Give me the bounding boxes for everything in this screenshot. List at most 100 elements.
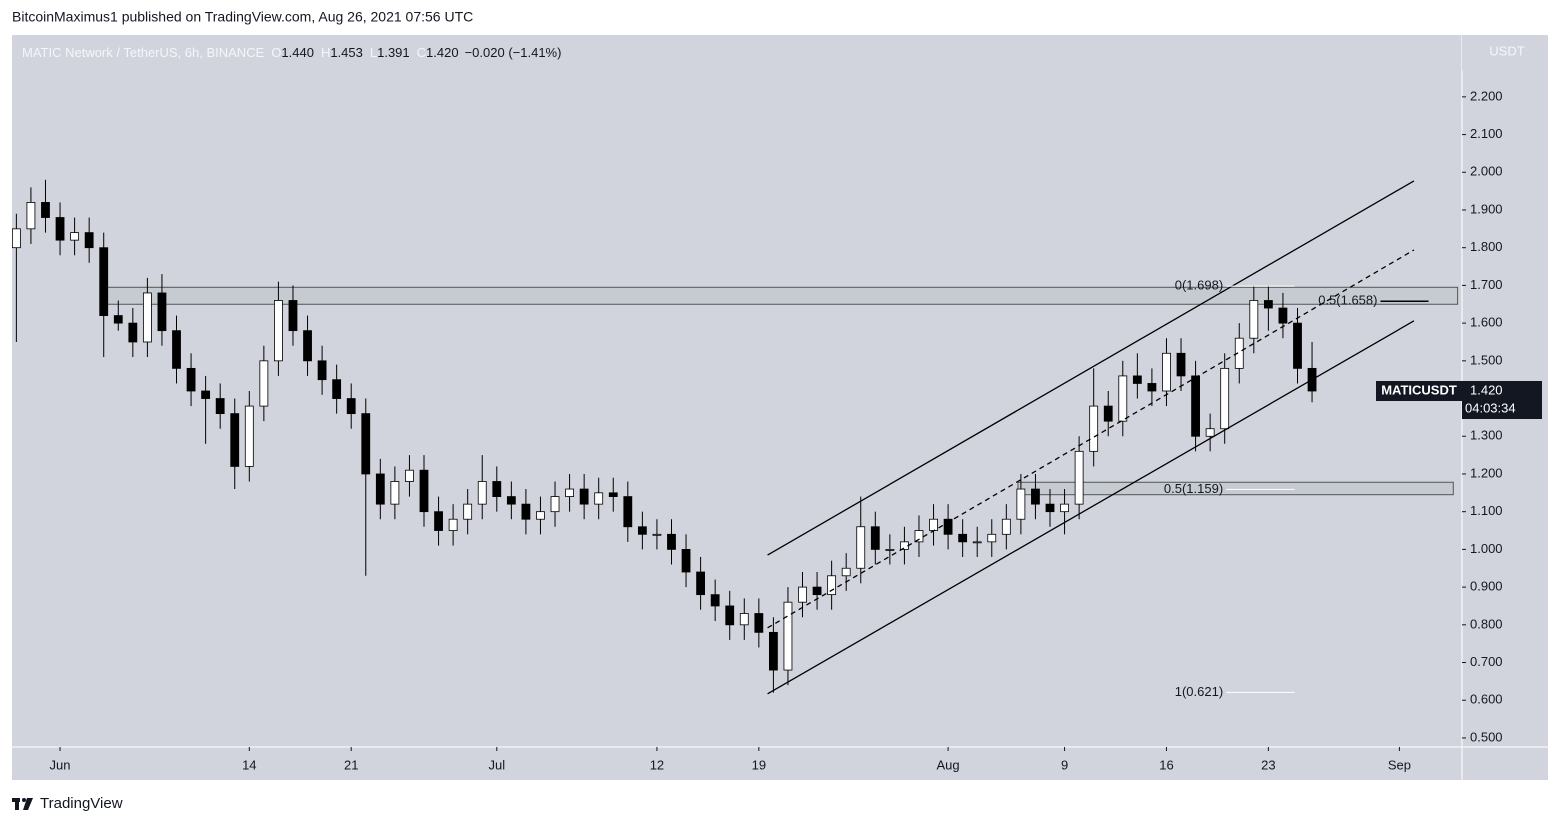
legend-change: −0.020 (−1.41%) xyxy=(464,45,562,60)
fib-label: 0(1.698) xyxy=(1175,278,1223,293)
candle-body xyxy=(914,530,924,543)
footer-brand: TradingView xyxy=(40,795,123,812)
candle-body xyxy=(739,613,749,626)
candle-body xyxy=(1205,428,1215,437)
candle-body xyxy=(288,300,298,332)
candle-body xyxy=(477,481,487,505)
y-tick-label: 2.000 xyxy=(1470,164,1503,179)
candle-body xyxy=(332,379,342,399)
x-tick-label: 16 xyxy=(1159,757,1173,772)
y-tick-label: 0.800 xyxy=(1470,616,1503,631)
candle-body xyxy=(492,481,502,497)
symbol-tag-bg xyxy=(1376,381,1462,401)
candle-body xyxy=(201,390,211,399)
candle-body xyxy=(681,548,691,573)
candle-body xyxy=(637,526,647,535)
candle-body xyxy=(99,247,109,316)
candle-body xyxy=(1132,375,1142,384)
time-axis xyxy=(12,747,1548,780)
candle-body xyxy=(696,571,706,596)
candle-body xyxy=(798,586,807,603)
y-tick-label: 0.900 xyxy=(1470,579,1503,594)
y-tick-label: 0.700 xyxy=(1470,654,1503,669)
last-price-label: 1.420 xyxy=(1470,382,1503,397)
legend-key: C xyxy=(416,45,427,60)
plot-area: 0(1.698) 0.5(1.658) 0.5(1.159) 1(0.621) xyxy=(12,179,1459,699)
candle-body xyxy=(1118,375,1128,422)
y-tick-label: 1.800 xyxy=(1470,239,1503,254)
y-tick-label: 1.200 xyxy=(1470,465,1503,480)
candle-body xyxy=(652,533,662,536)
candle-body xyxy=(317,360,327,381)
candle-body xyxy=(972,541,982,544)
candle-body xyxy=(84,232,94,249)
y-tick-label: 1.900 xyxy=(1470,201,1503,216)
candle-body xyxy=(1191,375,1200,437)
legend-value: 1.420 xyxy=(426,45,459,60)
candle-body xyxy=(390,481,400,505)
y-tick-label: 0.500 xyxy=(1470,729,1503,744)
y-tick-label: 1.500 xyxy=(1470,352,1503,367)
candle-body xyxy=(885,548,895,551)
unit-box xyxy=(1462,35,1548,70)
x-tick-label: Sep xyxy=(1388,757,1411,772)
candle-body xyxy=(506,496,516,505)
candle-body xyxy=(841,567,851,577)
candle-body xyxy=(725,605,735,626)
y-unit: USDT xyxy=(1489,43,1524,58)
candle-body xyxy=(667,533,676,550)
last-price-bg xyxy=(1462,381,1542,419)
x-tick-label: 23 xyxy=(1261,757,1275,772)
candle-body xyxy=(1089,405,1099,452)
x-tick-label: Aug xyxy=(937,757,960,772)
y-tick-label: 2.100 xyxy=(1470,126,1503,141)
candle-body xyxy=(1234,337,1244,369)
candle-body xyxy=(346,398,356,415)
x-tick-label: 19 xyxy=(752,757,766,772)
x-tick-label: 12 xyxy=(650,757,664,772)
candle-body xyxy=(710,594,720,607)
y-tick-label: 1.700 xyxy=(1470,277,1503,292)
candle-body xyxy=(827,575,837,596)
candle-body xyxy=(987,533,997,543)
plot-background xyxy=(12,35,1462,747)
x-tick-label: 9 xyxy=(1061,757,1068,772)
candle-body xyxy=(521,503,531,520)
candle-body xyxy=(958,533,968,543)
fib-label: 0.5(1.658) xyxy=(1318,293,1377,308)
candle-body xyxy=(812,586,822,596)
candle-body xyxy=(12,228,21,249)
candle-body xyxy=(434,511,443,531)
candle-body xyxy=(186,367,196,392)
candle-body xyxy=(142,292,152,343)
candle-body xyxy=(1001,518,1011,535)
candle-body xyxy=(215,398,225,415)
candle-body xyxy=(259,360,269,407)
y-tick-label: 1.100 xyxy=(1470,503,1503,518)
candle-body xyxy=(303,330,312,362)
y-tick-label: 1.600 xyxy=(1470,315,1503,330)
legend-key: L xyxy=(369,45,378,60)
y-tick-label: 1.300 xyxy=(1470,428,1503,443)
trendline xyxy=(767,249,1415,629)
candle-body xyxy=(870,526,880,550)
logo-part xyxy=(23,798,33,810)
candle-body xyxy=(244,405,254,467)
candle-body xyxy=(1031,488,1040,505)
symbol-tag: MATICUSDT xyxy=(1381,382,1457,397)
candle-body xyxy=(536,511,545,520)
legend-key: H xyxy=(320,45,331,60)
legend-value: 1.453 xyxy=(330,45,363,60)
trendline xyxy=(767,180,1415,556)
candle-body xyxy=(375,473,385,505)
candle-body xyxy=(1162,352,1171,392)
x-tick-label: Jun xyxy=(50,757,71,772)
countdown: 04:03:34 xyxy=(1465,400,1516,415)
candle-body xyxy=(608,492,618,497)
candle-body xyxy=(448,518,458,531)
x-tick-label: 14 xyxy=(242,757,256,772)
candle-body xyxy=(1045,503,1055,513)
